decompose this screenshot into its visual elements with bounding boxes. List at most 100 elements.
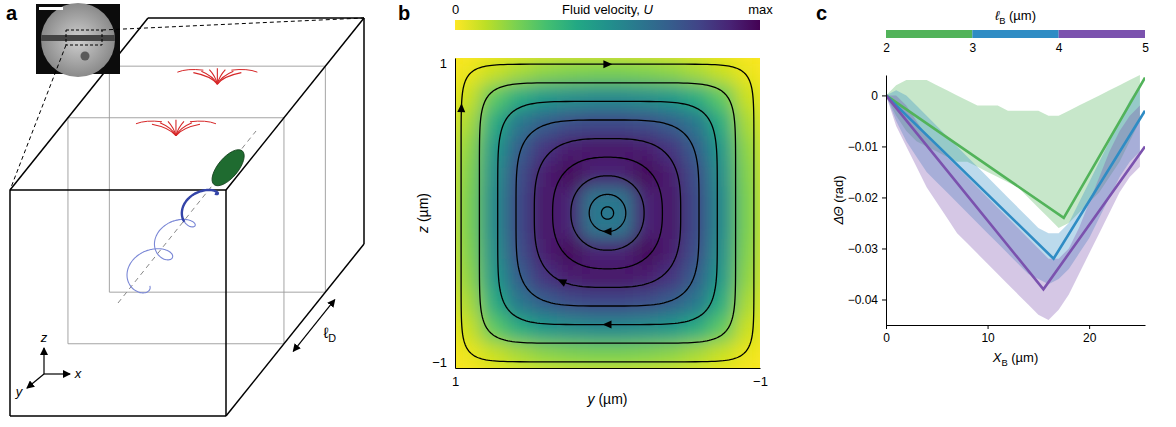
- flow-arrow: [603, 60, 612, 68]
- y-axis-tick: 0: [871, 89, 886, 103]
- scale-bar: [39, 7, 63, 10]
- colorbar-axis-tick: 4: [1056, 38, 1063, 55]
- heatmap-cell: [735, 58, 760, 84]
- heatmap-cell: [455, 187, 481, 213]
- heatmap-cell: [633, 316, 659, 342]
- streamline: [553, 157, 663, 269]
- heatmap-cell: [608, 239, 634, 265]
- panel-c: 010200−0.01−0.02−0.03−0.04XB (µm)ΔΘ (rad…: [816, 2, 1149, 368]
- x-axis-tick-label: 20: [1083, 331, 1097, 345]
- series-line: [886, 95, 1145, 258]
- box-edge: [225, 190, 227, 416]
- length-label: ℓD: [323, 324, 336, 345]
- y-axis-title: z (µm): [415, 193, 431, 234]
- heatmap-cell: [455, 291, 481, 317]
- heatmap-cell: [658, 161, 684, 187]
- streamline: [498, 101, 718, 324]
- heatmap-cell: [684, 213, 710, 239]
- x-axis-title: XB (µm): [992, 350, 1039, 368]
- colorbar-segment: [972, 30, 1058, 38]
- heatmap-cell: [480, 342, 506, 368]
- y-axis-tick-label: −0.03: [848, 242, 879, 256]
- heatmap-cell: [684, 84, 710, 110]
- heatmap-cell: [735, 213, 760, 239]
- y-axis-tick-label: −0.01: [848, 140, 879, 154]
- panel-a: xyzℓDa: [6, 2, 364, 416]
- heatmap-cell: [506, 213, 532, 239]
- heatmap-cell: [735, 84, 760, 110]
- zoom-line: [102, 18, 364, 30]
- y-axis-line: [455, 59, 456, 369]
- heatmap-cell: [658, 342, 684, 368]
- heatmap-cell: [633, 213, 659, 239]
- y-axis-tick: −0.02: [848, 191, 886, 205]
- heatmap-cell: [557, 213, 583, 239]
- box-edge: [363, 18, 365, 244]
- y-axis-tick-label: 0: [871, 89, 878, 103]
- heatmap-cell: [582, 291, 608, 317]
- heatmap-cell: [735, 265, 760, 291]
- streamline: [461, 64, 754, 362]
- heatmap-cell: [480, 291, 506, 317]
- heatmap-cell: [531, 136, 557, 162]
- colorbar-axis-line: [887, 38, 1146, 39]
- y-axis-tick-label: −0.02: [848, 191, 879, 205]
- heatmap-cell: [506, 291, 532, 317]
- cross-section: [68, 118, 284, 344]
- colorbar-title-part: Fluid velocity,: [562, 2, 643, 17]
- heatmap-cell: [582, 342, 608, 368]
- x-axis: 01020: [883, 325, 1145, 345]
- y-axis-tick-mark: [882, 95, 886, 96]
- heatmap-cell: [531, 342, 557, 368]
- y-axis-tick-mark: [882, 197, 886, 198]
- colorbar-axis-tick-label: 3: [969, 41, 976, 55]
- heatmap-cell: [658, 239, 684, 265]
- x-axis-tick: 20: [1083, 325, 1097, 345]
- x-axis-title-part: (µm): [1008, 350, 1039, 365]
- colorbar-axis-tick-label: 5: [1142, 41, 1149, 55]
- trajectory: [127, 219, 195, 293]
- heatmap-cell: [455, 265, 481, 291]
- colorbar-title: ℓB (µm): [995, 8, 1036, 26]
- heatmap-cell: [633, 342, 659, 368]
- heatmap-cell: [582, 239, 608, 265]
- y-axis-tick-mark: [882, 299, 886, 300]
- heatmap-cell: [684, 161, 710, 187]
- colorbar-axis-tick: 3: [969, 38, 976, 55]
- channel-axis: [118, 131, 256, 303]
- axis-arrow-z: [43, 348, 44, 374]
- heatmap-cell: [480, 265, 506, 291]
- heatmap-cell: [455, 136, 481, 162]
- heatmap-cell: [557, 265, 583, 291]
- heatmap-cell: [735, 342, 760, 368]
- panel-letter: b: [398, 2, 410, 24]
- heatmap-cell: [709, 58, 735, 84]
- box-edge: [226, 18, 364, 190]
- inset-band: [36, 35, 120, 41]
- heatmap-cell: [633, 84, 659, 110]
- heatmap-cell: [658, 316, 684, 342]
- heatmap-cell: [633, 265, 659, 291]
- colorbar-axis: 0max: [452, 2, 773, 21]
- box-edge: [148, 17, 364, 19]
- heatmap-cell: [684, 110, 710, 136]
- heatmap-cell: [557, 342, 583, 368]
- y-axis: 0 −0.01 −0.02 −0.03 −0.04: [848, 76, 887, 326]
- heatmap-cell: [709, 110, 735, 136]
- heatmap-cell: [582, 161, 608, 187]
- x-axis-tick: 0: [883, 325, 890, 345]
- cilium: [217, 73, 241, 85]
- heatmap-cell: [480, 110, 506, 136]
- colorbar-axis-tick-label: 4: [1056, 41, 1063, 55]
- cilium: [209, 70, 217, 85]
- heatmap-cell: [455, 161, 481, 187]
- y-axis-tick-label: 1: [440, 56, 447, 71]
- panel-b: 1−1−11y (µm)z (µm)0maxFluid velocity, Ub: [398, 2, 773, 407]
- heatmap-cell: [506, 161, 532, 187]
- heatmap-cell: [684, 239, 710, 265]
- heatmap-cell: [608, 342, 634, 368]
- y-axis-tick-label: −1: [432, 355, 447, 370]
- y-axis-tick: −0.04: [848, 293, 886, 307]
- box-edge: [226, 244, 364, 416]
- colorbar-segment: [886, 30, 972, 38]
